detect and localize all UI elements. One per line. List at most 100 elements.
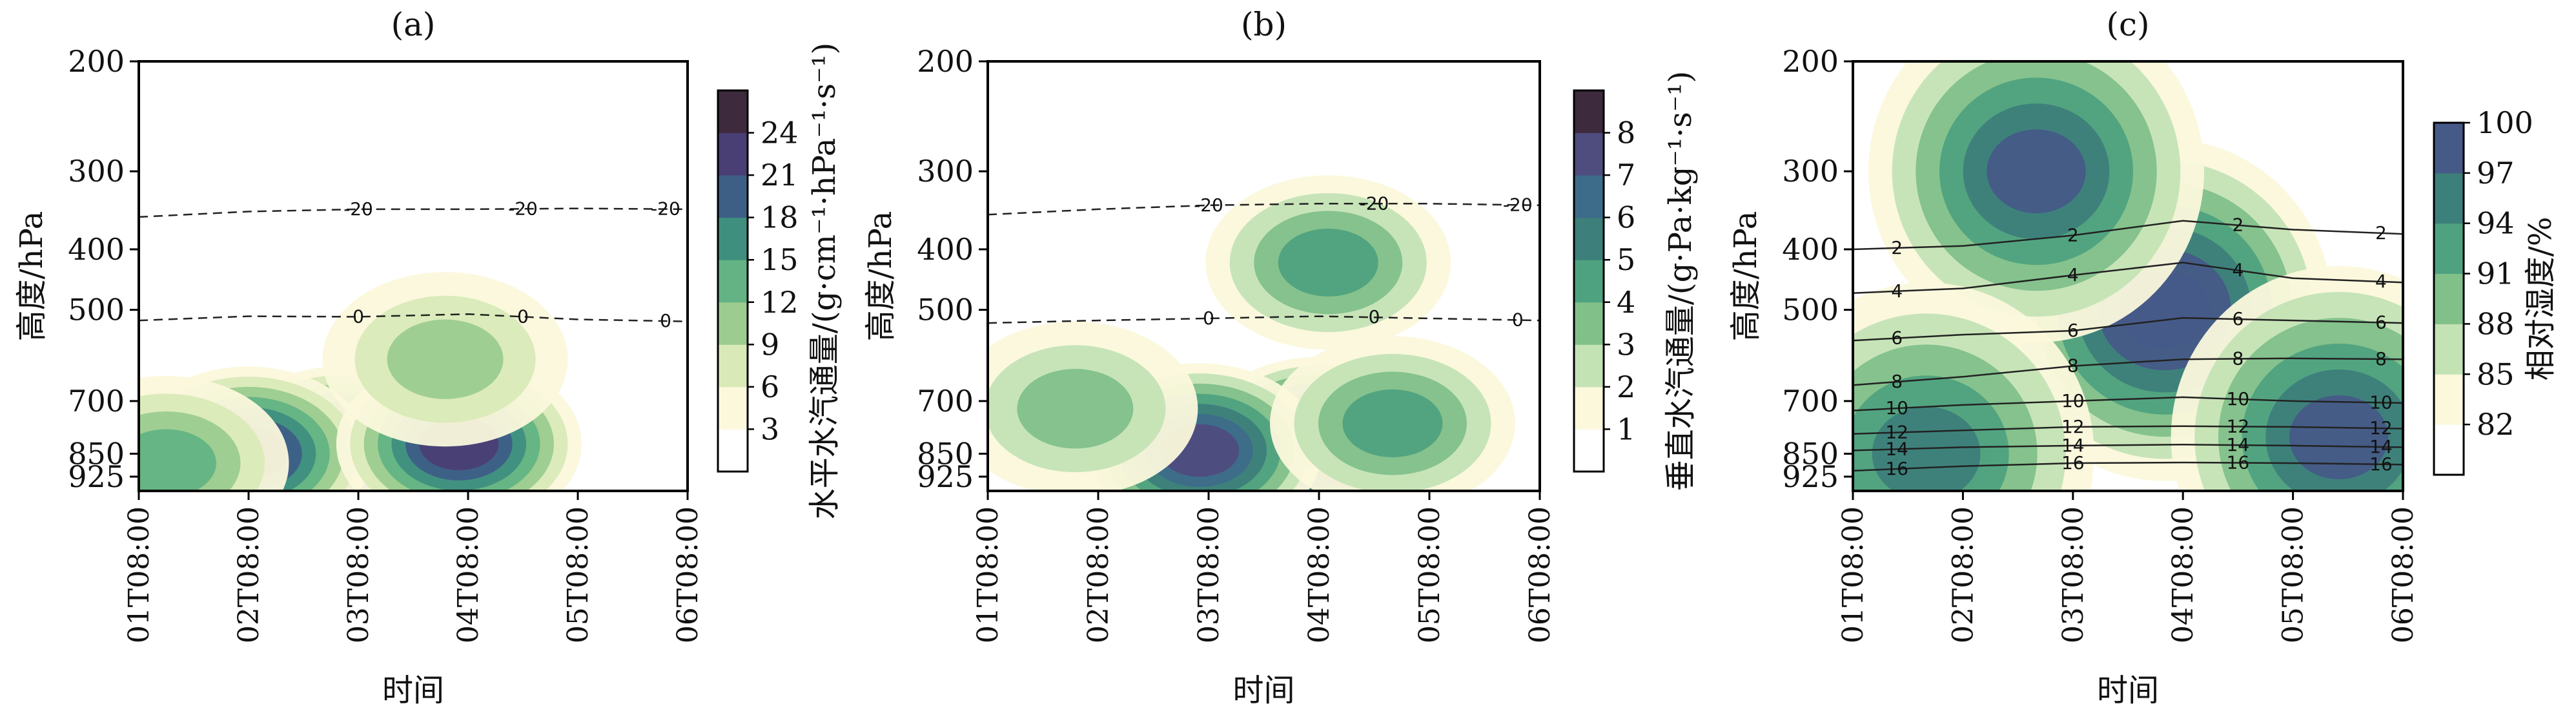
- contour-label: -20: [651, 198, 680, 220]
- panel-title: (c): [2106, 6, 2149, 43]
- y-tick-label: 925: [68, 459, 125, 494]
- contour-line: [988, 315, 1540, 324]
- colorbar-tick-label: 6: [1617, 200, 1635, 235]
- shade-level: [1987, 129, 2086, 214]
- y-tick-label: 850: [68, 436, 125, 471]
- colorbar-bin: [1574, 260, 1604, 303]
- contour-label: 2: [2067, 224, 2079, 245]
- contour-label: 10: [2061, 390, 2085, 411]
- colorbar-bin: [2434, 273, 2464, 324]
- contour-label: -20: [508, 198, 538, 219]
- contour-label: 0: [1203, 307, 1214, 329]
- contour-label: 10: [2227, 388, 2250, 410]
- x-tick-label: 02T08:00: [1082, 506, 1115, 643]
- y-tick-label: 500: [917, 293, 974, 327]
- contour-label: 14: [2369, 436, 2393, 457]
- colorbar: 3 6 9 12 15 18 21 24 水平水汽通量/(g·cm⁻¹·hPa⁻¹·s⁻¹): [717, 43, 843, 519]
- x-tick-label: 03T08:00: [2057, 506, 2090, 643]
- contour-label: 16: [1885, 458, 1908, 479]
- colorbar-frame: [717, 89, 749, 473]
- contour-label: 4: [2232, 260, 2244, 281]
- colorbar: 1 2 3 4 5 6 7 8 垂直水汽通量/(g·Pa·kg⁻¹·s⁻¹): [1573, 71, 1699, 492]
- colorbar-tick-label: 12: [761, 285, 799, 320]
- shaded-field: [988, 175, 1515, 491]
- contour-label: 6: [2232, 308, 2244, 329]
- colorbar-tick-label: 97: [2477, 156, 2515, 191]
- contour-label: 14: [1885, 438, 1908, 459]
- shade-level: [387, 319, 504, 399]
- panel-title: (a): [391, 6, 436, 43]
- contour-label: 2: [2232, 214, 2244, 236]
- colorbar-bin: [2434, 172, 2464, 224]
- x-tick-label: 04T08:00: [1303, 506, 1336, 643]
- shaded-field: [1853, 61, 2403, 491]
- y-tick-label: 400: [1782, 232, 1839, 267]
- colorbar-tick-label: 3: [1617, 327, 1635, 362]
- y-tick-label: 700: [917, 384, 974, 419]
- contour-line: [1853, 461, 2403, 472]
- colorbar-tick-label: 24: [761, 116, 799, 151]
- colorbar-tick-label: 85: [2477, 357, 2515, 391]
- colorbar-frame: [2433, 121, 2465, 476]
- x-axis-label: 时间: [2097, 672, 2159, 709]
- contour-line: [139, 207, 688, 218]
- y-tick-label: 200: [68, 44, 125, 79]
- contour-line: [1853, 317, 2403, 342]
- colorbar-bin: [1574, 217, 1604, 260]
- y-tick-label: 925: [917, 459, 974, 494]
- colorbar-tick-label: 94: [2477, 206, 2515, 241]
- x-tick-label: 05T08:00: [1413, 506, 1446, 643]
- colorbar-bin: [718, 175, 748, 218]
- contour-label: 6: [2067, 320, 2079, 341]
- colorbar-tick-label: 15: [761, 242, 799, 277]
- colorbar-tick-label: 7: [1617, 158, 1635, 192]
- y-tick-label: 500: [1782, 293, 1839, 327]
- colorbar-bin: [1574, 132, 1604, 176]
- contour-label: 8: [2232, 348, 2244, 369]
- y-tick-label: 700: [1782, 384, 1839, 419]
- colorbar-tick-label: 3: [761, 411, 779, 446]
- contour-label: 0: [660, 310, 671, 331]
- colorbar-tick-label: 4: [1617, 285, 1635, 320]
- y-tick-label: 400: [68, 232, 125, 267]
- contour-line: [139, 313, 688, 322]
- shade-level: [139, 429, 216, 491]
- y-axis-label: 高度/hPa: [863, 211, 899, 342]
- x-tick-label: 02T08:00: [1947, 506, 1979, 643]
- colorbar-tick-label: 5: [1617, 242, 1635, 277]
- x-tick-label: 06T08:00: [671, 506, 704, 643]
- y-axis-label: 高度/hPa: [14, 211, 50, 342]
- contour-label: 4: [2375, 271, 2387, 292]
- contour-label: 12: [2061, 416, 2085, 437]
- x-tick-label: 02T08:00: [232, 506, 265, 643]
- contour-label: 2: [1891, 237, 1903, 258]
- contour-label: 14: [2061, 435, 2085, 456]
- shade-level: [1017, 369, 1134, 449]
- colorbar-bin: [1574, 90, 1604, 134]
- contour-label: 16: [2061, 452, 2085, 473]
- contour-label: 12: [1885, 422, 1908, 443]
- colorbar-bin: [1574, 429, 1604, 472]
- colorbar-tick-label: 82: [2477, 407, 2515, 442]
- shaded-field: [139, 272, 582, 491]
- y-tick-label: 850: [917, 436, 974, 471]
- plot-frame: [138, 60, 689, 492]
- x-tick-label: 04T08:00: [452, 506, 485, 643]
- y-tick-label: 200: [917, 44, 974, 79]
- colorbar-label: 垂直水汽通量/(g·Pa·kg⁻¹·s⁻¹): [1662, 71, 1699, 492]
- x-tick-label: 01T08:00: [972, 506, 1005, 643]
- contour-line: [1853, 220, 2403, 251]
- colorbar-bin: [718, 302, 748, 345]
- colorbar: 82 85 88 91 94 97 100 相对湿度/%: [2433, 105, 2559, 476]
- contour-label: 16: [2227, 452, 2250, 473]
- colorbar-bin: [718, 386, 748, 430]
- colorbar-tick-label: 21: [761, 158, 799, 192]
- shade-level: [2289, 395, 2389, 479]
- x-tick-label: 03T08:00: [1192, 506, 1225, 643]
- contour-label: 12: [2369, 417, 2393, 439]
- colorbar-tick-label: 1: [1617, 411, 1635, 446]
- colorbar-tick-label: 91: [2477, 256, 2515, 291]
